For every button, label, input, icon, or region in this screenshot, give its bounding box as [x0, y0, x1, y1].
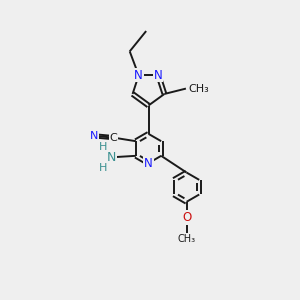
- Text: N: N: [144, 157, 153, 169]
- Text: N: N: [107, 151, 116, 164]
- Text: N: N: [154, 69, 163, 82]
- Text: C: C: [110, 133, 117, 142]
- Text: H: H: [99, 163, 107, 173]
- Text: N: N: [134, 69, 143, 82]
- Text: H: H: [99, 142, 107, 152]
- Text: CH₃: CH₃: [178, 234, 196, 244]
- Text: O: O: [182, 211, 191, 224]
- Text: CH₃: CH₃: [188, 84, 209, 94]
- Text: N: N: [90, 131, 98, 141]
